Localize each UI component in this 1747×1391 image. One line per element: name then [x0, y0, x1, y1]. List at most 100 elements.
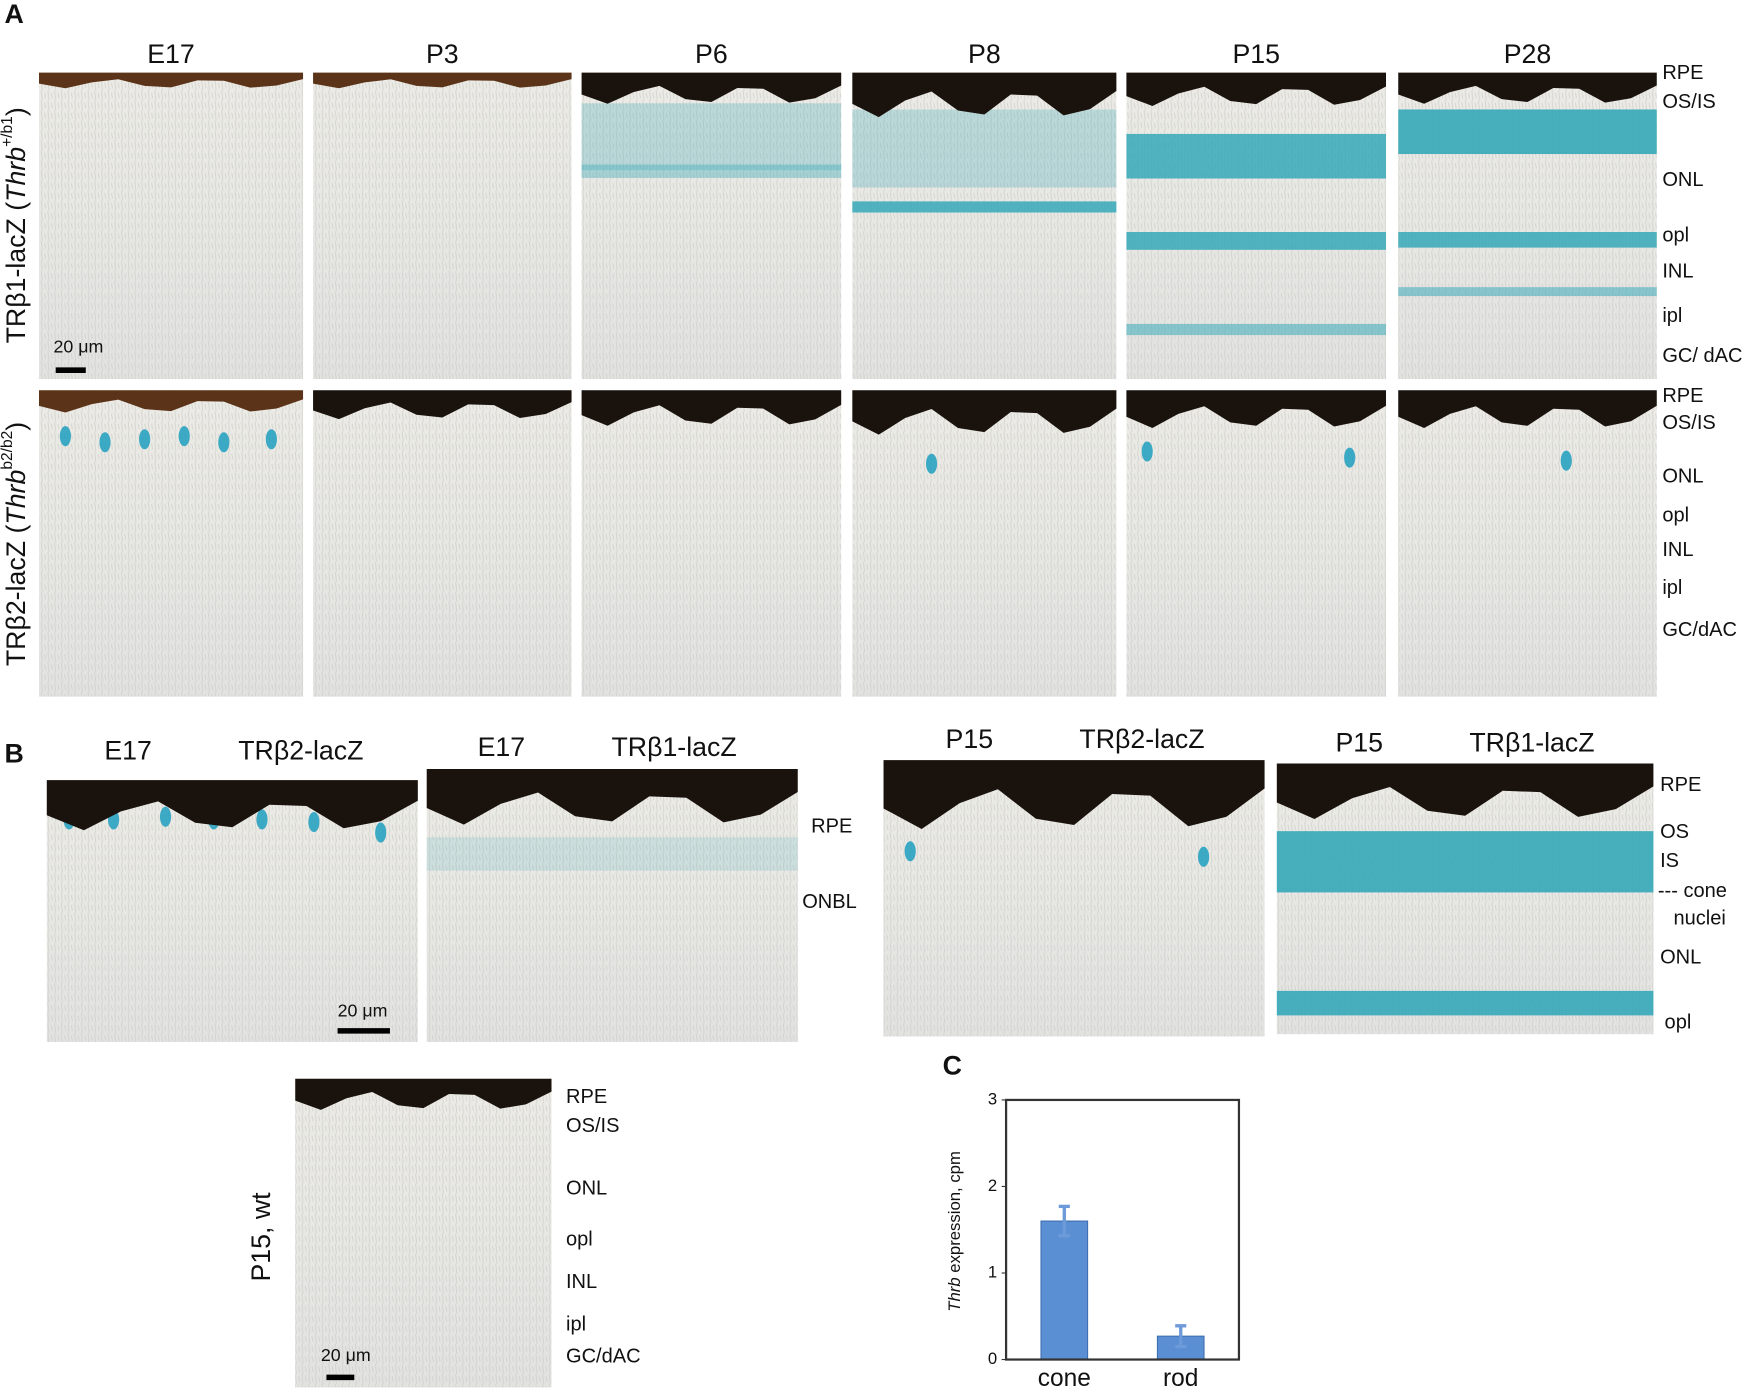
stain-spot	[99, 432, 111, 453]
layer-label: OS/IS	[566, 1115, 619, 1137]
panel-label: C	[943, 1051, 962, 1081]
pigment-layer	[313, 72, 572, 89]
stain-spot	[218, 432, 230, 453]
micrograph-texture	[852, 390, 1117, 697]
stain-band	[1398, 232, 1657, 248]
stain-spot	[139, 429, 151, 450]
row-label-name: TRβ1-lacZ (	[1, 202, 31, 344]
panel-header: TRβ2-lacZ	[1079, 724, 1204, 754]
pigment-layer	[852, 390, 1117, 435]
layer-label: RPE	[1662, 385, 1703, 407]
layer-label: nuclei	[1673, 908, 1725, 930]
layer-label: OS/IS	[1662, 412, 1715, 434]
row-label: TRβ1-lacZ (Thrb+/b1)	[0, 107, 31, 343]
layer-label: opl	[1662, 225, 1689, 247]
y-tick-label: 1	[988, 1262, 997, 1281]
stain-band	[1126, 133, 1387, 179]
pigment-layer	[38, 390, 304, 413]
bar	[1040, 1220, 1089, 1361]
y-tick-label: 0	[988, 1349, 997, 1368]
stain-band	[852, 201, 1117, 213]
stain-band	[1276, 831, 1654, 893]
stain-band	[1126, 232, 1387, 250]
column-header: P3	[426, 39, 459, 69]
row-label-allele: +/b1	[0, 116, 16, 147]
layer-label: ipl	[566, 1313, 586, 1335]
layer-label: GC/dAC	[1662, 619, 1737, 641]
stain-band	[1398, 109, 1657, 155]
stain-band	[1276, 990, 1654, 1016]
pigment-layer	[581, 390, 842, 426]
y-tick-label: 2	[988, 1176, 997, 1195]
stain-spot	[925, 453, 938, 474]
layer-label: RPE	[1662, 62, 1703, 84]
micrograph-texture	[581, 390, 842, 697]
column-header: P6	[695, 39, 728, 69]
stain-spot	[308, 812, 320, 833]
pigment-layer	[46, 780, 418, 831]
row-label-name: TRβ2-lacZ (	[1, 525, 31, 667]
layer-label: GC/dAC	[566, 1346, 641, 1368]
stain-spot	[1141, 441, 1153, 462]
stain-spot	[256, 809, 268, 830]
y-axis-label: Thrb expression, cpm	[945, 1151, 964, 1312]
layer-label: INL	[1662, 539, 1693, 561]
micrograph-texture	[313, 72, 572, 380]
layer-label: INL	[566, 1271, 597, 1293]
panel-label: B	[4, 739, 23, 769]
wt-label: P15, wt	[246, 1192, 276, 1282]
row-label-gene: Thrb	[1, 470, 31, 525]
pigment-layer	[313, 390, 572, 420]
row-label-allele: b2/b2	[0, 431, 16, 470]
plot-frame	[1004, 1098, 1241, 1361]
stain-spot	[178, 426, 190, 447]
layer-label: RPE	[1660, 774, 1701, 796]
pigment-layer	[852, 72, 1117, 118]
stain-band	[1398, 287, 1657, 297]
panel-header: E17	[478, 732, 526, 762]
pigment-layer	[1398, 390, 1657, 429]
scale-bar-label: 20 μm	[321, 1345, 371, 1365]
layer-label: OS	[1660, 821, 1689, 843]
layer-label: ONL	[1660, 947, 1701, 969]
x-tick-label: cone	[1038, 1365, 1091, 1391]
panel-header: P15	[946, 724, 994, 754]
panel-header: P15	[1335, 728, 1383, 758]
layer-label: GC/ dAC	[1662, 345, 1742, 367]
pigment-layer	[883, 760, 1265, 830]
layer-label: RPE	[566, 1086, 607, 1108]
pigment-layer	[295, 1078, 552, 1110]
micrograph-texture	[852, 72, 1117, 380]
y-axis-label-text: expression, cpm	[945, 1151, 964, 1277]
layer-label: ONL	[1662, 465, 1703, 487]
pigment-layer	[1398, 72, 1657, 104]
row-label-close: )	[1, 107, 31, 116]
layer-label: --- cone	[1658, 880, 1727, 902]
pigment-layer	[38, 72, 304, 89]
row-label: TRβ2-lacZ (Thrbb2/b2)	[0, 422, 31, 666]
stain-spot	[59, 426, 71, 447]
row-label-close: )	[1, 422, 31, 431]
panel-header: TRβ2-lacZ	[238, 735, 363, 765]
stain-band	[1126, 323, 1387, 336]
pigment-layer	[1126, 72, 1387, 107]
y-axis-label-gene: Thrb	[945, 1277, 964, 1311]
layer-label: ONL	[1662, 169, 1703, 191]
pigment-layer	[581, 72, 842, 104]
column-header: P28	[1504, 39, 1552, 69]
micrograph-texture	[38, 72, 304, 380]
pigment-layer	[1276, 763, 1654, 820]
stain-spot	[375, 822, 387, 843]
column-header: P8	[968, 39, 1001, 69]
stain-band	[426, 837, 798, 871]
layer-label: IS	[1660, 850, 1679, 872]
layer-label: ONBL	[802, 891, 857, 913]
layer-label: opl	[566, 1229, 593, 1251]
layer-label: INL	[1662, 260, 1693, 282]
layer-label: opl	[1662, 504, 1689, 526]
micrograph-texture	[581, 72, 842, 380]
panel-header: E17	[104, 735, 152, 765]
x-tick-label: rod	[1163, 1365, 1198, 1391]
layer-label: ipl	[1662, 305, 1682, 327]
